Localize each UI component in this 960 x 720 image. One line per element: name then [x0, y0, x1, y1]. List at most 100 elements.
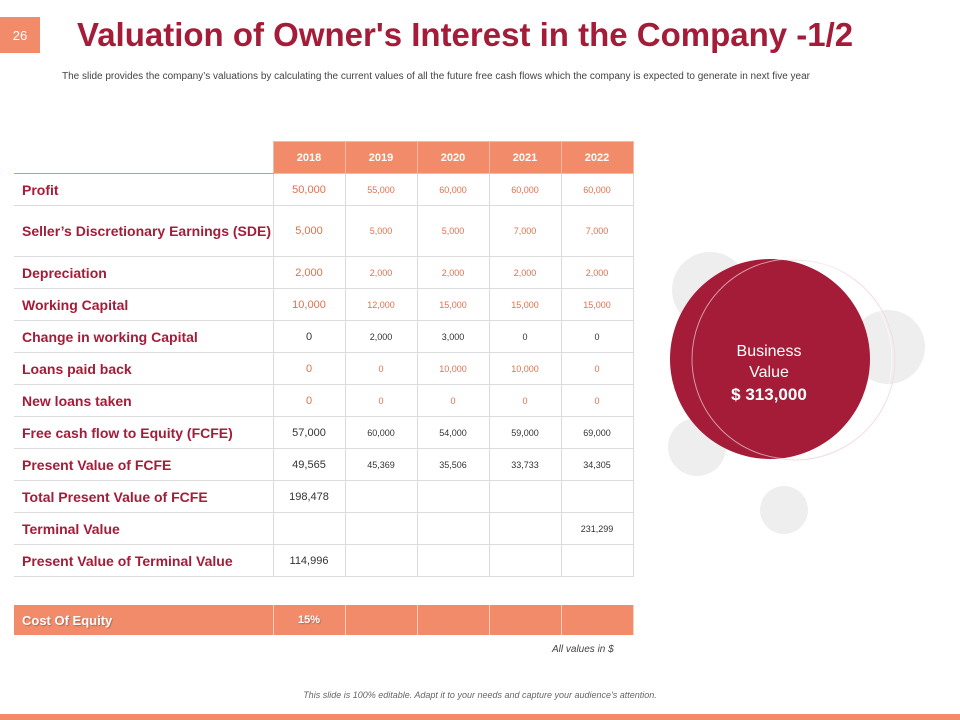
table-cell: 231,299: [560, 512, 634, 545]
table-cell: 15,000: [416, 288, 490, 321]
table-cell: [488, 512, 562, 545]
table-cell: 54,000: [416, 416, 490, 449]
table-cell: 12,000: [344, 288, 418, 321]
table-cell: 0: [272, 384, 346, 417]
table-cell: 69,000: [560, 416, 634, 449]
table-cell: 15,000: [488, 288, 562, 321]
table-cell: [344, 512, 418, 545]
row-label: Free cash flow to Equity (FCFE): [14, 416, 274, 449]
table-cell: 0: [488, 384, 562, 417]
table-cell: 0: [344, 384, 418, 417]
table-row: Terminal Value 231,299: [14, 512, 634, 545]
row-label: Seller’s Discretionary Earnings (SDE): [14, 205, 274, 257]
table-cell: 60,000: [560, 173, 634, 206]
year-header: 2022: [560, 141, 634, 174]
table-cell: 10,000: [488, 352, 562, 385]
table-cell: 2,000: [344, 256, 418, 289]
row-label: New loans taken: [14, 384, 274, 417]
table-cell: [560, 544, 634, 577]
table-cell: 7,000: [560, 205, 634, 257]
table-row: Seller’s Discretionary Earnings (SDE) 5,0…: [14, 205, 634, 257]
cost-of-equity-value: 15%: [272, 605, 346, 635]
table-cell: 0: [560, 320, 634, 353]
valuation-table: 2018 2019 2020 2021 2022 Profit 50,000 55,…: [14, 141, 634, 577]
table-cell: 0: [272, 352, 346, 385]
table-cell: 57,000: [272, 416, 346, 449]
table-cell: 5,000: [272, 205, 346, 257]
table-cell: [344, 480, 418, 513]
table-row: Loans paid back 0 0 10,000 10,000 0: [14, 352, 634, 385]
cost-of-equity-label: Cost Of Equity: [14, 605, 274, 635]
table-cell: 5,000: [416, 205, 490, 257]
table-row: Change in working Capital 0 2,000 3,000 0 0: [14, 320, 634, 353]
table-cell: 5,000: [344, 205, 418, 257]
table-cell: [416, 512, 490, 545]
row-label: Profit: [14, 173, 274, 206]
decor-circle: [760, 486, 808, 534]
empty-cell: [560, 605, 634, 635]
business-value-label-line1: Business: [737, 343, 802, 360]
year-header-row: 2018 2019 2020 2021 2022: [14, 141, 634, 174]
table-cell: 2,000: [416, 256, 490, 289]
table-cell: [488, 480, 562, 513]
row-label: Present Value of Terminal Value: [14, 544, 274, 577]
table-cell: [344, 544, 418, 577]
cost-of-equity-row: Cost Of Equity 15%: [14, 605, 634, 635]
table-row: Present Value of FCFE 49,565 45,369 35,506 3…: [14, 448, 634, 481]
table-cell: 10,000: [416, 352, 490, 385]
table-cell: 2,000: [272, 256, 346, 289]
table-cell: 0: [272, 320, 346, 353]
table-cell: 33,733: [488, 448, 562, 481]
table-cell: [488, 544, 562, 577]
empty-cell: [416, 605, 490, 635]
table-cell: 0: [560, 352, 634, 385]
business-value-graphic: Business Value $ 313,000: [668, 252, 925, 534]
table-row: Free cash flow to Equity (FCFE) 57,000 60,…: [14, 416, 634, 449]
table-cell: 60,000: [488, 173, 562, 206]
table-cell: 114,996: [272, 544, 346, 577]
table-cell: 0: [416, 384, 490, 417]
table-cell: 198,478: [272, 480, 346, 513]
row-label: Loans paid back: [14, 352, 274, 385]
table-cell: 2,000: [344, 320, 418, 353]
business-value-circle: [670, 259, 870, 459]
year-header: 2020: [416, 141, 490, 174]
table-cell: 49,565: [272, 448, 346, 481]
year-header: 2018: [272, 141, 346, 174]
table-cell: 50,000: [272, 173, 346, 206]
table-row: Profit 50,000 55,000 60,000 60,000 60,000: [14, 173, 634, 206]
inner-outline-circle: [691, 258, 893, 460]
table-cell: 55,000: [344, 173, 418, 206]
row-label: Working Capital: [14, 288, 274, 321]
table-cell: 59,000: [488, 416, 562, 449]
row-label: Change in working Capital: [14, 320, 274, 353]
table-cell: [272, 512, 346, 545]
year-header: 2021: [488, 141, 562, 174]
table-cell: 7,000: [488, 205, 562, 257]
units-note: All values in $: [552, 644, 614, 655]
table-cell: 60,000: [344, 416, 418, 449]
table-row: Present Value of Terminal Value 114,996: [14, 544, 634, 577]
table-cell: 35,506: [416, 448, 490, 481]
page-title: Valuation of Owner's Interest in the Com…: [77, 16, 854, 53]
row-label: Present Value of FCFE: [14, 448, 274, 481]
table-cell: 34,305: [560, 448, 634, 481]
table-row: Total Present Value of FCFE 198,478: [14, 480, 634, 513]
business-value-label-line2: Value: [749, 364, 789, 381]
table-cell: 10,000: [272, 288, 346, 321]
table-cell: 3,000: [416, 320, 490, 353]
table-cell: 45,369: [344, 448, 418, 481]
row-label: Total Present Value of FCFE: [14, 480, 274, 513]
row-label: Terminal Value: [14, 512, 274, 545]
table-cell: 2,000: [488, 256, 562, 289]
table-cell: [416, 480, 490, 513]
footer-note: This slide is 100% editable. Adapt it to…: [303, 690, 657, 700]
bottom-accent-bar: [0, 714, 960, 720]
table-cell: 0: [344, 352, 418, 385]
header-blank-cell: [14, 141, 273, 174]
table-cell: 0: [560, 384, 634, 417]
cost-of-equity-table: Cost Of Equity 15%: [14, 605, 634, 635]
table-body: Profit 50,000 55,000 60,000 60,000 60,000 Sell…: [14, 173, 634, 577]
table-row: New loans taken 0 0 0 0 0: [14, 384, 634, 417]
table-cell: 0: [488, 320, 562, 353]
